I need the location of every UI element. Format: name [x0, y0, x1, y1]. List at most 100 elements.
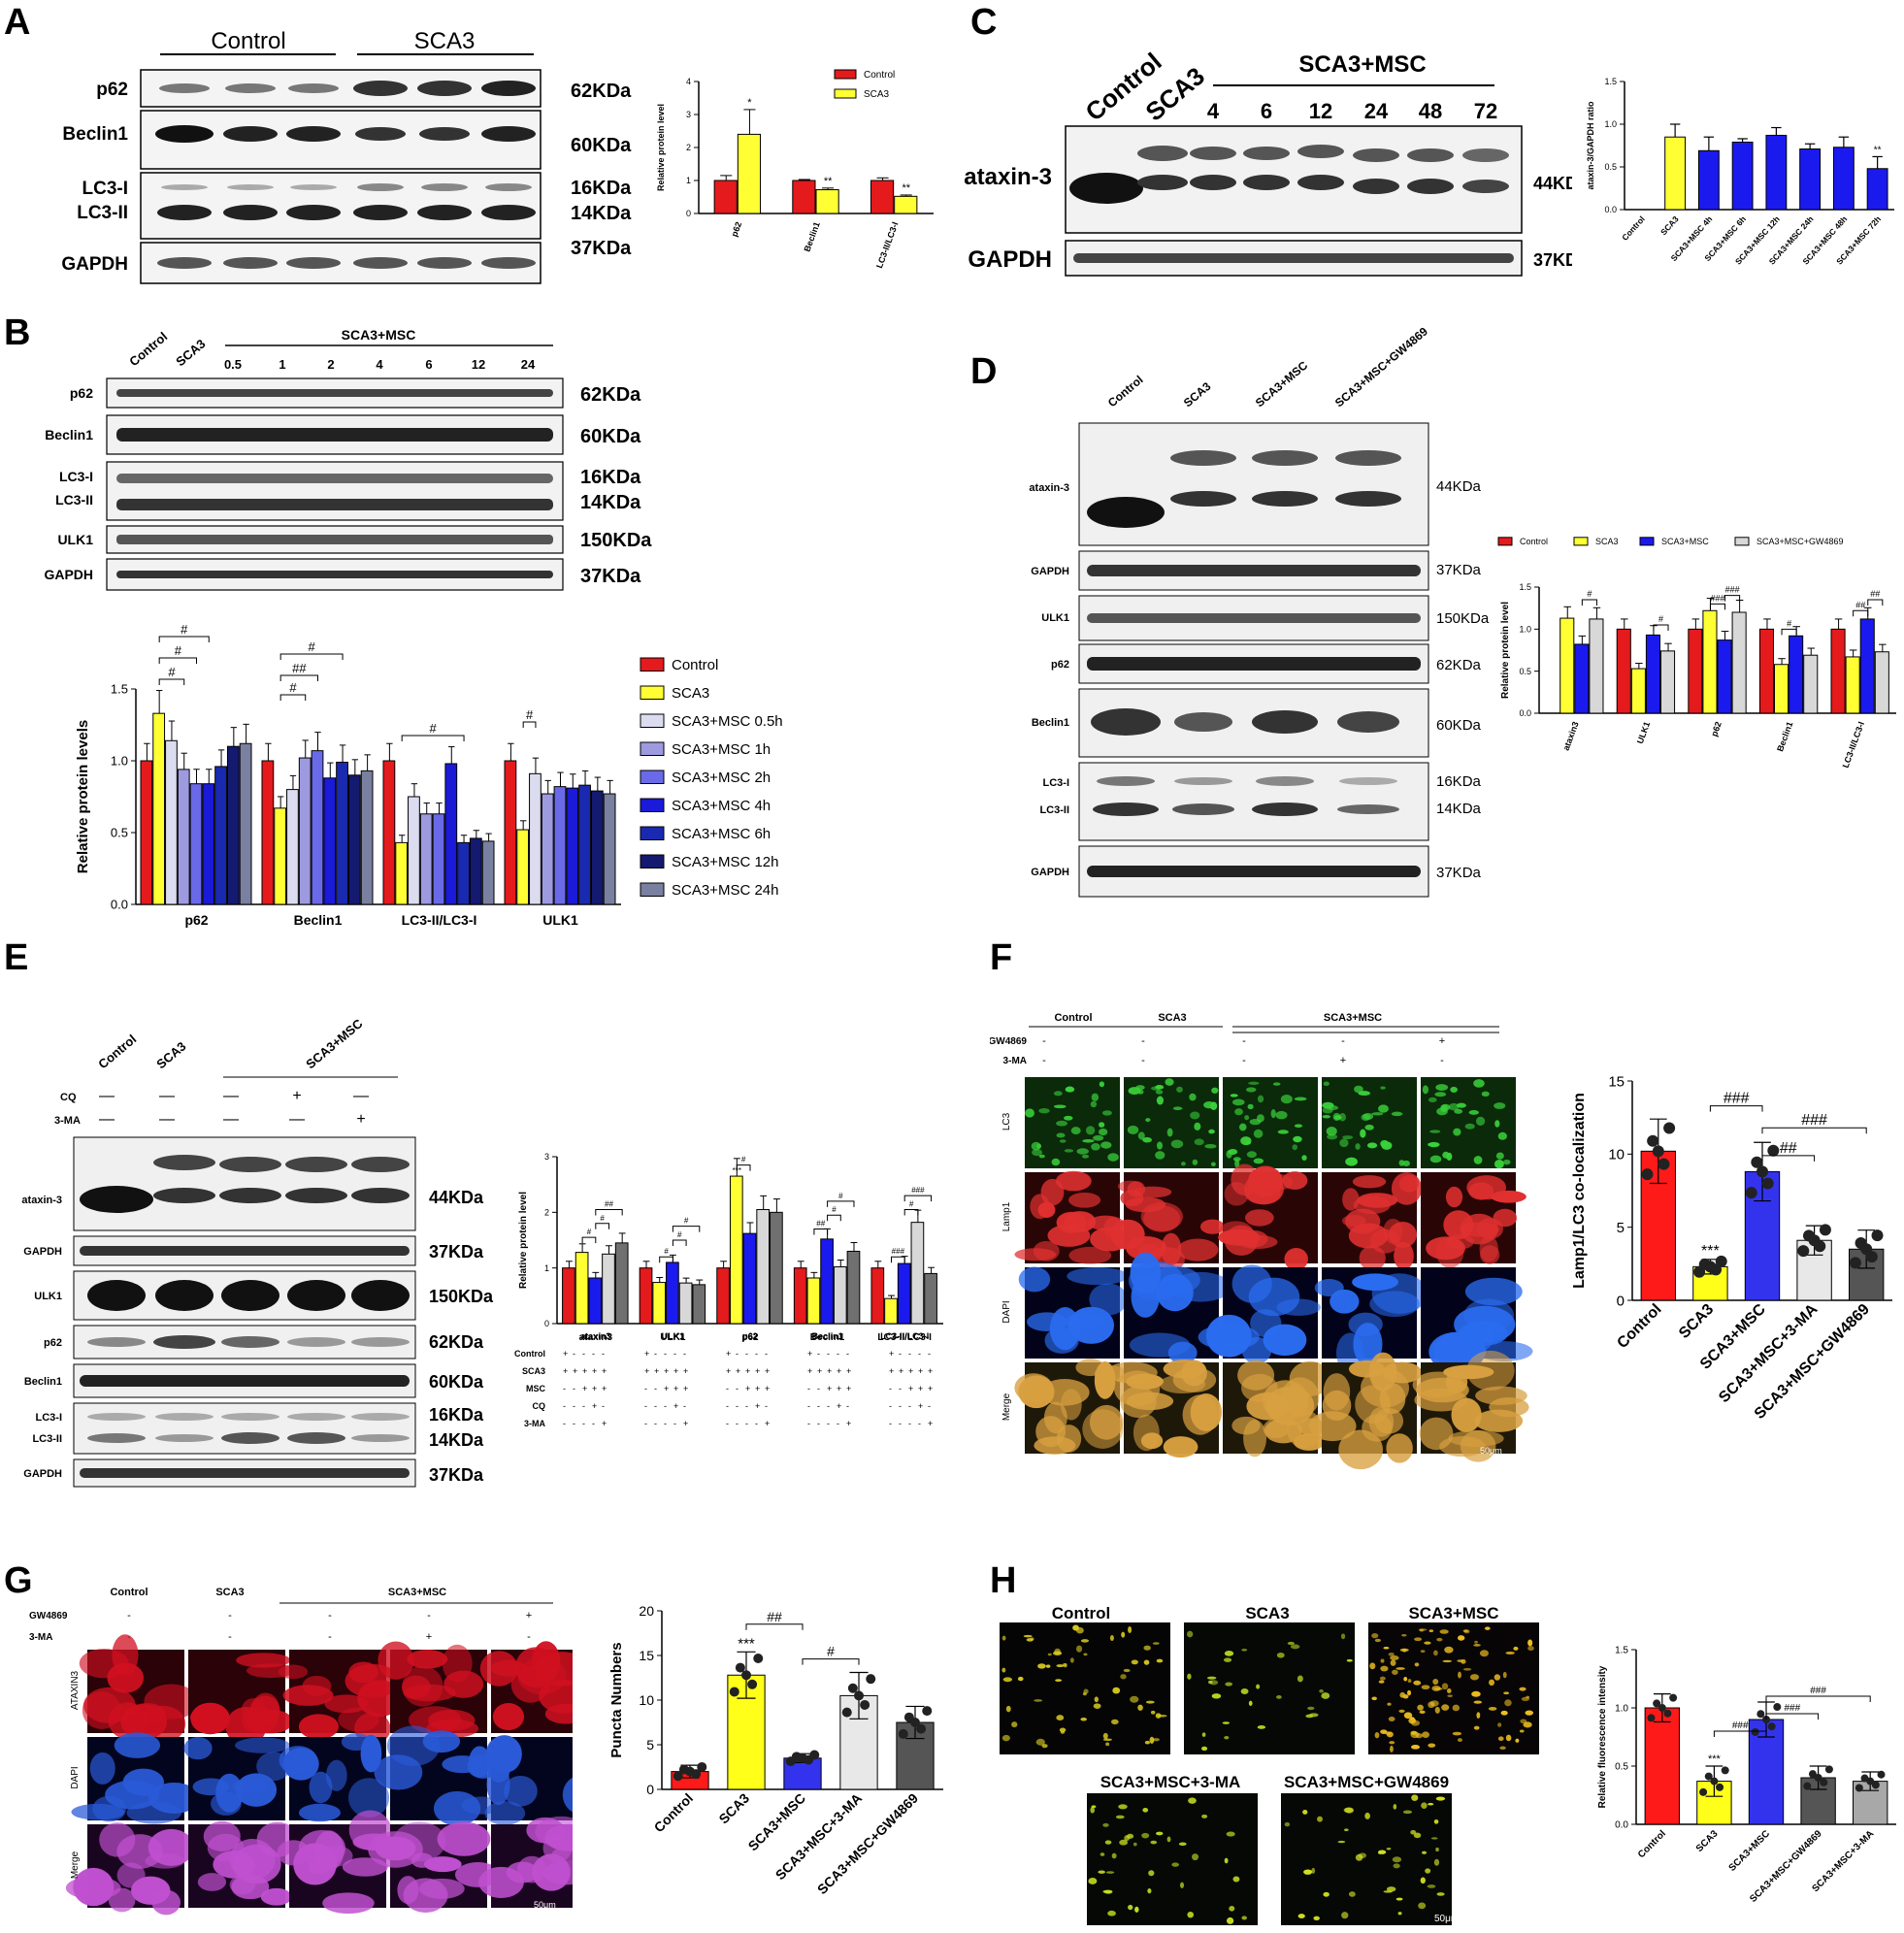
cell-blob: [298, 1803, 342, 1822]
table-cell: +: [592, 1366, 597, 1376]
bar: [239, 742, 252, 905]
cell-blob: [1361, 1113, 1371, 1122]
cell-blob: [1248, 1700, 1253, 1706]
cell-blob: [1434, 1706, 1440, 1714]
cell-blob: [397, 1876, 419, 1905]
cell-blob: [1399, 1648, 1409, 1653]
cell-blob: [1345, 1157, 1358, 1166]
cell-blob: [1098, 1870, 1105, 1874]
cell-blob: [215, 1773, 244, 1813]
cell-blob: [1421, 1685, 1430, 1690]
lane-label: Control: [95, 1032, 139, 1071]
significance-bracket: [903, 1195, 933, 1202]
cell-blob: [1395, 1897, 1403, 1901]
cell-blob: [1081, 1154, 1090, 1159]
bar: [1589, 618, 1604, 714]
y-axis-title: Relative protein level: [656, 104, 666, 191]
significance-bracket: [522, 721, 537, 728]
cell-blob: [1240, 1688, 1249, 1695]
cell-blob: [203, 1820, 241, 1851]
cell-blob: [1406, 1689, 1412, 1696]
cell-blob: [1388, 1716, 1395, 1721]
treat-mark: -: [1242, 1035, 1246, 1047]
table-cell: +: [683, 1366, 688, 1376]
table-cell: -: [726, 1384, 729, 1393]
bar: [261, 760, 275, 905]
blot-box: [106, 461, 564, 521]
table-cell: +: [654, 1366, 659, 1376]
cell-blob: [1341, 1912, 1349, 1919]
cell-blob: [1257, 1095, 1264, 1103]
legend-swatch: [834, 69, 857, 80]
cell-blob: [1417, 1704, 1424, 1711]
x-tick-label: LC3-II/LC3-I: [880, 1331, 929, 1341]
cell-blob: [1374, 1638, 1381, 1643]
x-tick-label: Beclin1: [803, 220, 822, 253]
row-label: Merge: [1001, 1392, 1012, 1421]
cell-blob: [1424, 1641, 1431, 1645]
cell-blob: [1526, 1695, 1530, 1699]
kda-label: 16KDa: [429, 1405, 484, 1425]
blot-box: [73, 1402, 416, 1455]
table-cell: +: [582, 1366, 587, 1376]
cell-blob: [1068, 1192, 1101, 1208]
bar: [578, 784, 591, 905]
panel-label-a: A: [4, 2, 31, 43]
bar: [504, 760, 517, 905]
cell-blob: [1211, 1087, 1219, 1094]
cell-blob: [1112, 1687, 1121, 1694]
cell-blob: [1243, 1419, 1267, 1458]
legend-entry: SCA3+MSC 0.5h: [672, 713, 783, 730]
bar: [152, 712, 166, 905]
cell-blob: [1011, 1721, 1018, 1728]
cell-blob: [1410, 1731, 1420, 1739]
significance-bracket: [1781, 628, 1797, 636]
cell-blob: [1014, 1248, 1057, 1261]
table-cell: -: [807, 1419, 810, 1428]
significance-bracket: [745, 1623, 804, 1630]
cell-blob: [246, 1709, 294, 1734]
cell-blob: [1187, 1911, 1195, 1918]
legend-swatch: [640, 713, 665, 728]
cell-blob: [1075, 1645, 1083, 1653]
data-point: [1710, 1263, 1723, 1276]
cell-blob: [1402, 1160, 1410, 1166]
table-cell: +: [563, 1349, 568, 1359]
lane-label: 1: [279, 357, 285, 372]
cell-blob: [1100, 1852, 1105, 1856]
cell-blob: [1355, 1143, 1361, 1150]
data-point: [841, 1707, 852, 1718]
cell-blob: [1129, 1332, 1191, 1358]
row-label: LC3-I: [82, 179, 129, 199]
cell-blob: [1494, 1102, 1506, 1109]
row-label: p62: [1051, 659, 1069, 671]
cell-blob: [1364, 1124, 1374, 1130]
x-tick-label: p62: [741, 1332, 759, 1343]
kda-label: 62KDa: [1436, 657, 1482, 673]
cell-blob: [183, 1737, 213, 1760]
cell-blob: [107, 1662, 145, 1693]
cell-blob: [1107, 1910, 1116, 1917]
treat-mark: —: [353, 1088, 369, 1104]
significance-bracket: [891, 1256, 905, 1263]
row-label: GAPDH: [1031, 867, 1069, 878]
cell-blob: [1380, 1658, 1385, 1663]
cell-blob: [1155, 1831, 1164, 1836]
cell-blob: [1338, 1113, 1347, 1122]
x-tick-label: SCA3: [1676, 1301, 1717, 1342]
data-point: [809, 1750, 820, 1760]
cell-blob: [1322, 1115, 1331, 1119]
significance-label: #: [587, 1228, 592, 1236]
data-point: [747, 1679, 758, 1689]
cell-blob: [1125, 1196, 1166, 1213]
cell-blob: [1276, 1694, 1282, 1699]
cell-blob: [1137, 1089, 1144, 1095]
significance-bracket: [1709, 1105, 1763, 1112]
significance-bracket: [1653, 624, 1669, 631]
cell-blob: [1023, 1634, 1033, 1638]
table-cell: -: [602, 1401, 605, 1411]
cell-blob: [1062, 1662, 1067, 1667]
panel-a-blot: Control SCA3 p62 Beclin1 LC3-I LC3-II GA…: [61, 28, 632, 284]
x-tick-label: LC3-II/LC3-I: [874, 220, 901, 269]
cell-blob: [1158, 1714, 1167, 1718]
